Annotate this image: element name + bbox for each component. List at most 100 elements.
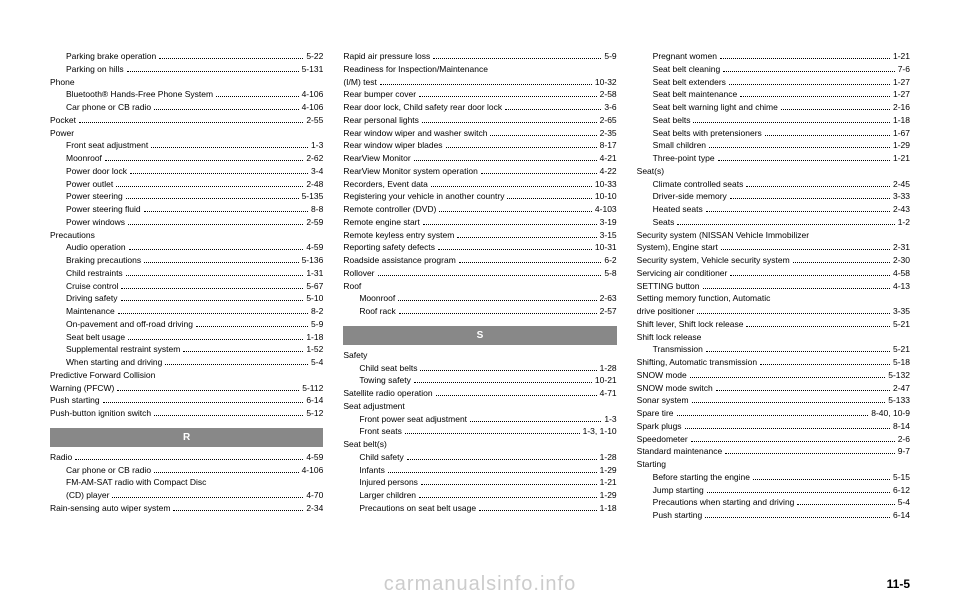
entry-label: Car phone or CB radio <box>66 464 151 477</box>
entry-page: 8-40, 10-9 <box>871 407 910 420</box>
entry-page: 5-9 <box>311 318 323 331</box>
index-entry: Sonar system 5-133 <box>637 394 910 407</box>
entry-label: Moonroof <box>66 152 102 165</box>
index-entry: Front seats 1-3, 1-10 <box>343 425 616 438</box>
entry-page: 2-63 <box>600 292 617 305</box>
entry-page: 5-21 <box>893 318 910 331</box>
entry-leader <box>144 211 308 212</box>
entry-leader <box>151 147 308 148</box>
entry-page: 2-30 <box>893 254 910 267</box>
entry-page: 5-132 <box>888 369 910 382</box>
entry-label: SETTING button <box>637 280 700 293</box>
index-entry: Seat belt extenders 1-27 <box>637 76 910 89</box>
index-entry: Rollover 5-8 <box>343 267 616 280</box>
entry-page: 10-21 <box>595 374 617 387</box>
entry-label: Registering your vehicle in another coun… <box>343 190 504 203</box>
entry-page: 3-4 <box>311 165 323 178</box>
entry-leader <box>703 288 890 289</box>
entry-label: Rear bumper cover <box>343 88 416 101</box>
entry-leader <box>159 58 303 59</box>
entry-leader <box>121 300 304 301</box>
entry-label: Parking brake operation <box>66 50 156 63</box>
entry-leader <box>126 198 299 199</box>
entry-page: 2-45 <box>893 178 910 191</box>
index-entry: Larger children 1-29 <box>343 489 616 502</box>
index-entry: Heated seats 2-43 <box>637 203 910 216</box>
entry-leader <box>423 224 597 225</box>
index-entry: Seat belt usage 1-18 <box>50 331 323 344</box>
index-entry: Roadside assistance program 6-2 <box>343 254 616 267</box>
index-entry: Parking brake operation 5-22 <box>50 50 323 63</box>
entry-leader <box>692 402 886 403</box>
entry-label: Servicing air conditioner <box>637 267 728 280</box>
entry-page: 5-112 <box>302 382 323 395</box>
index-entry: (I/M) test 10-32 <box>343 76 616 89</box>
entry-leader <box>129 249 304 250</box>
entry-page: 2-43 <box>893 203 910 216</box>
entry-label: Bluetooth® Hands-Free Phone System <box>66 88 213 101</box>
entry-leader <box>436 395 597 396</box>
entry-leader <box>196 326 308 327</box>
entry-label: (CD) player <box>66 489 109 502</box>
entry-leader <box>154 415 303 416</box>
index-entry: Supplemental restraint system 1-52 <box>50 343 323 356</box>
index-entry: Power door lock 3-4 <box>50 165 323 178</box>
entry-leader <box>481 173 597 174</box>
index-group: Seat belt(s) <box>343 438 616 451</box>
index-entry: Seats 1-2 <box>637 216 910 229</box>
entry-label: Security system, Vehicle security system <box>637 254 790 267</box>
entry-page: 5-135 <box>302 190 324 203</box>
entry-leader <box>154 109 299 110</box>
entry-page: 2-65 <box>600 114 617 127</box>
entry-page: 3-15 <box>600 229 617 242</box>
entry-label: Rain-sensing auto wiper system <box>50 502 170 515</box>
entry-label: Shift lever, Shift lock release <box>637 318 744 331</box>
entry-page: 1-21 <box>893 152 910 165</box>
entry-label: Pocket <box>50 114 76 127</box>
entry-page: 5-15 <box>893 471 910 484</box>
entry-label: Cruise control <box>66 280 118 293</box>
index-entry: Power windows 2-59 <box>50 216 323 229</box>
index-entry: Radio 4-59 <box>50 451 323 464</box>
column-3: Pregnant women 1-21Seat belt cleaning 7-… <box>637 50 910 550</box>
entry-leader <box>697 313 890 314</box>
entry-label: Speedometer <box>637 433 688 446</box>
entry-leader <box>420 370 596 371</box>
entry-page: 2-57 <box>600 305 617 318</box>
entry-page: 1-18 <box>893 114 910 127</box>
index-entry: Car phone or CB radio 4-106 <box>50 101 323 114</box>
index-entry: System), Engine start 2-31 <box>637 241 910 254</box>
entry-leader <box>414 382 592 383</box>
entry-label: Supplemental restraint system <box>66 343 180 356</box>
entry-leader <box>753 479 890 480</box>
index-entry: Remote keyless entry system 3-15 <box>343 229 616 242</box>
entry-label: Roadside assistance program <box>343 254 455 267</box>
entry-page: 4-106 <box>302 88 324 101</box>
entry-label: Rear personal lights <box>343 114 419 127</box>
entry-label: Precautions when starting and driving <box>653 496 795 509</box>
index-entry: Precautions on seat belt usage 1-18 <box>343 502 616 515</box>
entry-page: 1-3 <box>604 413 616 426</box>
entry-page: 2-34 <box>306 502 323 515</box>
entry-page: 1-18 <box>600 502 617 515</box>
entry-label: Seat belt cleaning <box>653 63 721 76</box>
index-entry: SETTING button 4-13 <box>637 280 910 293</box>
index-entry: Remote controller (DVD) 4-103 <box>343 203 616 216</box>
column-1: Parking brake operation 5-22Parking on h… <box>50 50 323 550</box>
entry-leader <box>490 135 596 136</box>
column-2: Rapid air pressure loss 5-9Readiness for… <box>343 50 616 550</box>
entry-page: 1-21 <box>600 476 617 489</box>
entry-page: 2-59 <box>306 216 323 229</box>
entry-page: 2-48 <box>306 178 323 191</box>
entry-label: Recorders, Event data <box>343 178 428 191</box>
entry-leader <box>414 160 597 161</box>
index-entry: Satellite radio operation 4-71 <box>343 387 616 400</box>
index-entry: Parking on hills 5-131 <box>50 63 323 76</box>
entry-leader <box>729 84 890 85</box>
section-header: S <box>343 326 616 345</box>
index-entry: Shifting, Automatic transmission 5-18 <box>637 356 910 369</box>
index-entry: Jump starting 6-12 <box>637 484 910 497</box>
entry-label: Front seat adjustment <box>66 139 148 152</box>
entry-label: Transmission <box>653 343 703 356</box>
index-entry: Transmission 5-21 <box>637 343 910 356</box>
